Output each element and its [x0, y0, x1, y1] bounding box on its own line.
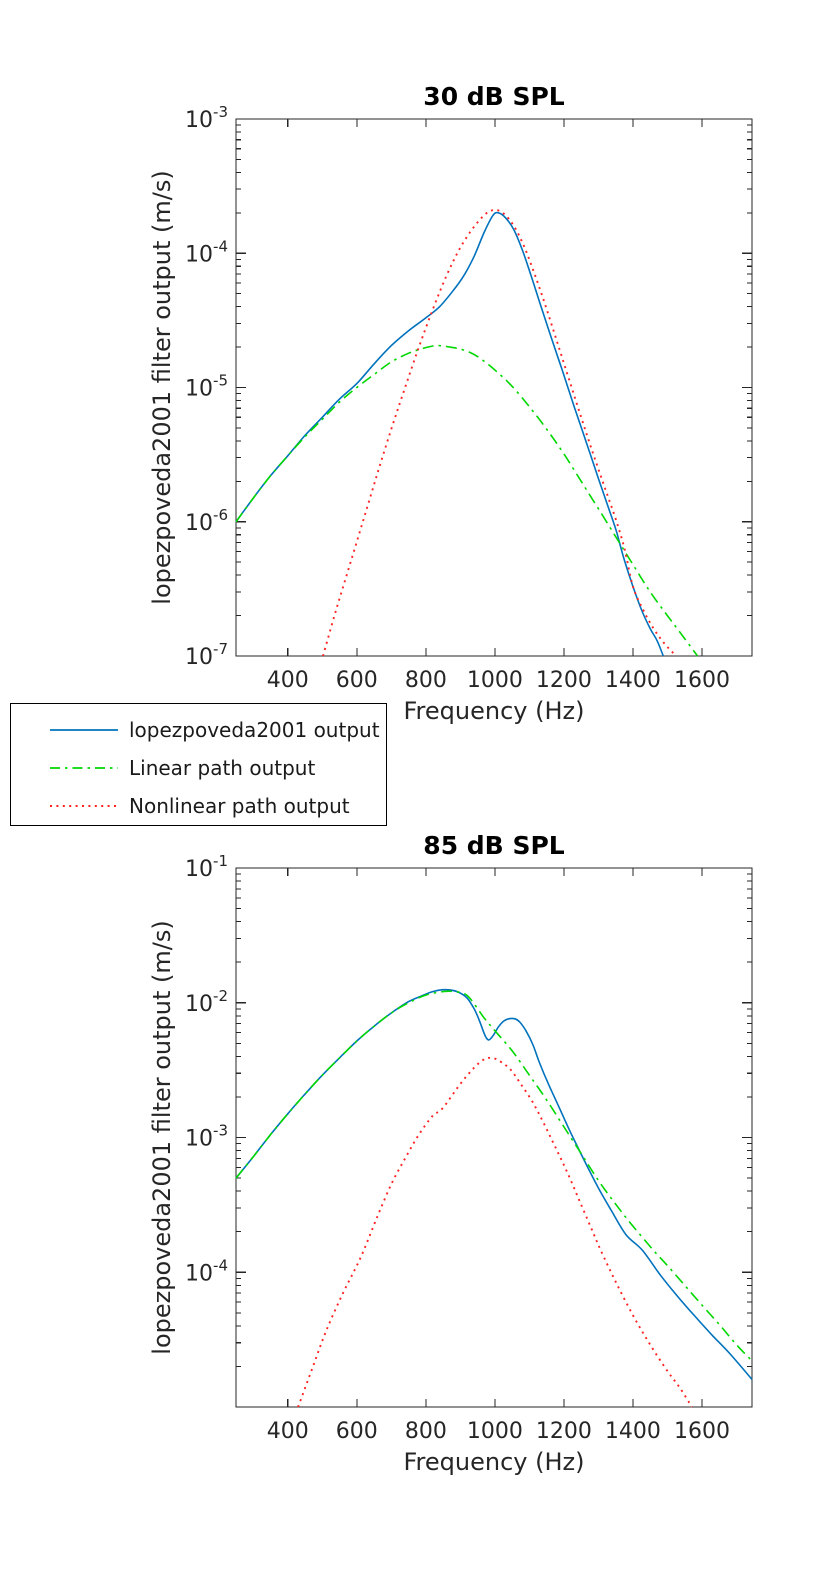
legend: lopezpoveda2001 output Linear path outpu…	[10, 703, 387, 826]
plot-30-db-spl: 400 600 800 1000 1200 1400 1600 10-3 10-4 10-5 10-…	[148, 82, 753, 725]
legend-item: Nonlinear path output	[11, 787, 386, 825]
x-tick-label: 600	[336, 668, 378, 693]
y-tick-label: 10-7	[185, 640, 228, 670]
plot-title: 30 dB SPL	[423, 82, 564, 111]
x-axis-label: Frequency (Hz)	[404, 697, 585, 725]
axes-box	[235, 867, 753, 1408]
legend-item-label: lopezpoveda2001 output	[129, 718, 380, 742]
curve-nonlinear-path-output	[322, 209, 677, 657]
x-tick-label: 1400	[605, 668, 661, 693]
x-tick-label: 1600	[674, 1419, 730, 1444]
legend-item: lopezpoveda2001 output	[11, 711, 386, 749]
legend-line-dashdot-icon	[50, 767, 118, 769]
curve-nonlinear-path-output	[297, 1056, 693, 1408]
y-tick-label: 10-5	[185, 372, 228, 402]
y-tick-label: 10-4	[185, 237, 228, 267]
x-axis-label: Frequency (Hz)	[404, 1448, 585, 1476]
curves	[235, 209, 699, 657]
y-tick-label: 10-4	[185, 1256, 228, 1286]
x-tick-label: 1000	[467, 1419, 523, 1444]
legend-item-label: Linear path output	[129, 756, 316, 780]
legend-line-dotted-icon	[50, 805, 118, 807]
y-axis-label: lopezpoveda2001 filter output (m/s)	[148, 920, 176, 1354]
y-tick-label: 10-3	[185, 103, 228, 133]
x-tick-label: 1600	[674, 668, 730, 693]
legend-item: Linear path output	[11, 749, 386, 787]
axes-box	[235, 118, 753, 657]
x-tick-label: 800	[405, 668, 447, 693]
x-tick-label: 800	[405, 1419, 447, 1444]
curve-linear-path-output	[235, 344, 699, 657]
x-tick-label: 600	[336, 1419, 378, 1444]
curve-lopezpoveda2001-output	[235, 988, 753, 1381]
x-tick-label: 1200	[536, 1419, 592, 1444]
x-tick-label: 400	[267, 1419, 309, 1444]
y-tick-label: 10-3	[185, 1122, 228, 1152]
y-axis-label: lopezpoveda2001 filter output (m/s)	[148, 170, 176, 604]
curve-linear-path-output	[235, 990, 753, 1362]
x-tick-label: 1200	[536, 668, 592, 693]
y-tick-label: 10-6	[185, 506, 228, 536]
x-tick-label: 1000	[467, 668, 523, 693]
y-tick-label: 10-1	[185, 852, 228, 882]
legend-line-solid-icon	[50, 729, 118, 731]
curve-lopezpoveda2001-output	[235, 211, 665, 657]
x-tick-label: 1400	[605, 1419, 661, 1444]
curves	[235, 988, 753, 1408]
plot-title: 85 dB SPL	[423, 831, 564, 860]
plot-85-db-spl: 400 600 800 1000 1200 1400 1600 10-1 10-2 10-3 10-…	[148, 831, 753, 1476]
y-tick-label: 10-2	[185, 987, 228, 1017]
x-tick-label: 400	[267, 668, 309, 693]
legend-item-label: Nonlinear path output	[129, 794, 350, 818]
